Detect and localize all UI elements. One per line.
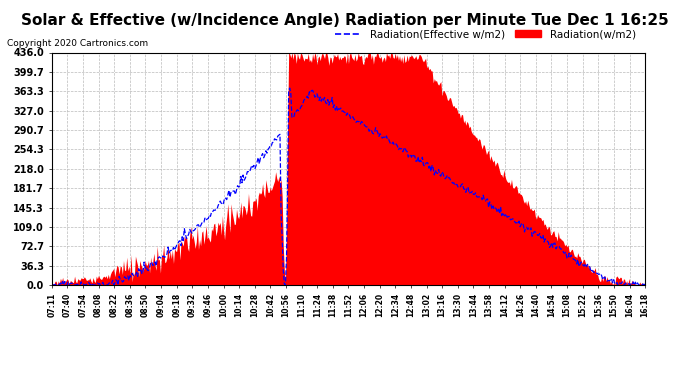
Legend: Radiation(Effective w/m2), Radiation(w/m2): Radiation(Effective w/m2), Radiation(w/m… bbox=[331, 25, 640, 44]
Text: Copyright 2020 Cartronics.com: Copyright 2020 Cartronics.com bbox=[7, 39, 148, 48]
Text: Solar & Effective (w/Incidence Angle) Radiation per Minute Tue Dec 1 16:25: Solar & Effective (w/Incidence Angle) Ra… bbox=[21, 13, 669, 28]
